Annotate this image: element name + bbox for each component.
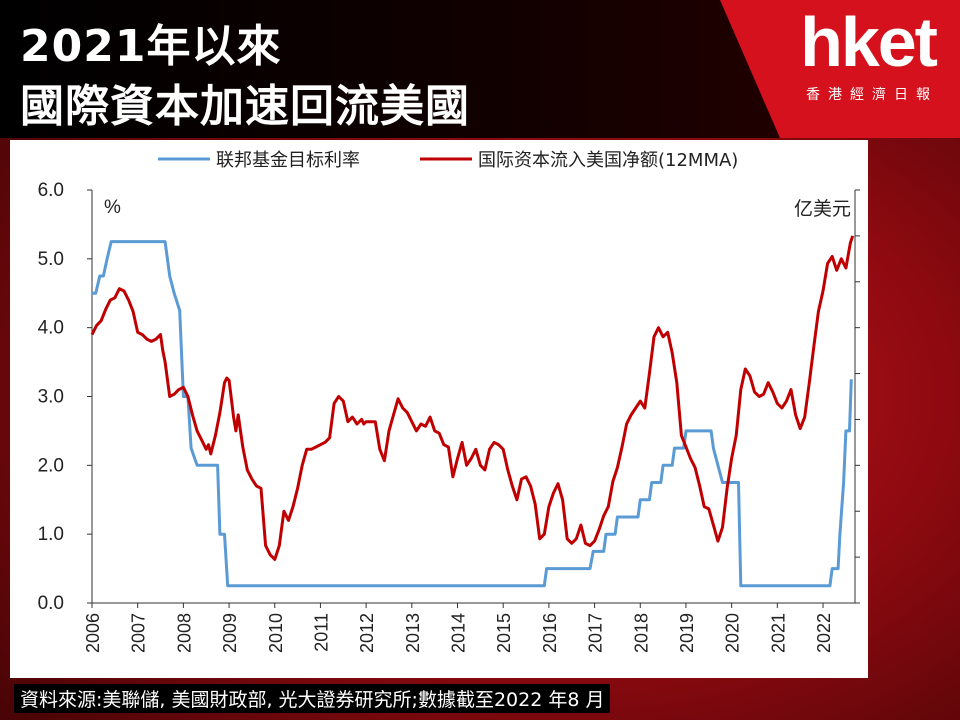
x-tick-label: 2021 (768, 613, 788, 653)
left-tick-label: 1.0 (38, 524, 64, 545)
x-tick-label: 2016 (540, 613, 560, 653)
x-tick-label: 2018 (631, 613, 651, 653)
left-unit-label: % (104, 197, 121, 218)
x-tick-label: 2013 (403, 613, 423, 653)
legend-label-1: 联邦基金目标利率 (216, 150, 360, 171)
x-tick-label: 2012 (357, 613, 377, 653)
x-tick-label: 2017 (586, 613, 606, 653)
left-tick-label: 4.0 (38, 318, 64, 339)
left-tick-label: 3.0 (38, 387, 64, 408)
series-line-1 (92, 240, 853, 588)
title-line-1: 2021年以來 (20, 21, 282, 72)
x-tick-label: 2020 (723, 613, 743, 653)
x-tick-label: 2014 (449, 613, 469, 653)
logo-background (720, 0, 960, 138)
left-tick-label: 0.0 (38, 593, 64, 614)
x-tick-label: 2007 (129, 613, 149, 653)
left-tick-label: 6.0 (38, 180, 64, 201)
chart-panel: 0.01.02.03.04.05.06.0-400-20002004006008… (10, 140, 868, 678)
x-tick-label: 2006 (83, 613, 103, 653)
x-tick-label: 2009 (220, 613, 240, 653)
brand-logo: hket 香港經濟日報 (720, 0, 960, 138)
x-tick-label: 2022 (814, 613, 834, 653)
x-tick-label: 2011 (311, 613, 331, 652)
x-tick-label: 2010 (266, 613, 286, 653)
source-note: 資料來源:美聯儲, 美國財政部, 光大證券研究所;數據截至2022 年8 月 (14, 684, 611, 713)
x-tick-label: 2015 (494, 613, 514, 653)
x-tick-label: 2019 (677, 613, 697, 653)
chart: 0.01.02.03.04.05.06.0-400-20002004006008… (38, 150, 860, 653)
legend-label-2: 国际资本流入美国净额(12MMA) (478, 150, 738, 171)
header: 2021年以來 國際資本加速回流美國 hket 香港經濟日報 (0, 0, 960, 138)
left-tick-label: 2.0 (38, 455, 64, 476)
logo-text: hket (800, 3, 938, 81)
x-tick-label: 2008 (174, 613, 194, 653)
title-line-2: 國際資本加速回流美國 (20, 81, 470, 132)
left-tick-label: 5.0 (38, 249, 64, 270)
logo-subtitle: 香港經濟日報 (806, 87, 938, 103)
series-line-2 (90, 235, 855, 561)
right-unit-label: 亿美元 (794, 198, 851, 220)
